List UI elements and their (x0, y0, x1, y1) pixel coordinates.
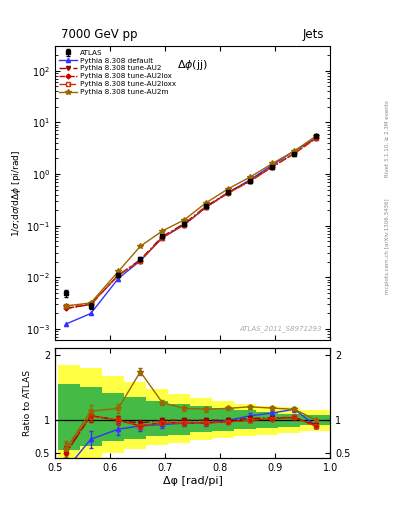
Text: Jets: Jets (303, 28, 325, 40)
X-axis label: Δφ [rad/pi]: Δφ [rad/pi] (163, 476, 222, 486)
Y-axis label: Ratio to ATLAS: Ratio to ATLAS (23, 370, 32, 436)
Text: Rivet 3.1.10, ≥ 2.3M events: Rivet 3.1.10, ≥ 2.3M events (385, 100, 389, 177)
Legend: ATLAS, Pythia 8.308 default, Pythia 8.308 tune-AU2, Pythia 8.308 tune-AU2lox, Py: ATLAS, Pythia 8.308 default, Pythia 8.30… (57, 48, 177, 96)
Y-axis label: $1/\sigma$;d$\sigma$/d$\Delta\phi$ [pi/rad]: $1/\sigma$;d$\sigma$/d$\Delta\phi$ [pi/r… (10, 150, 24, 237)
Text: $\Delta\phi$(jj): $\Delta\phi$(jj) (177, 58, 208, 72)
Text: 7000 GeV pp: 7000 GeV pp (61, 28, 137, 40)
Text: mcplots.cern.ch [arXiv:1306.3436]: mcplots.cern.ch [arXiv:1306.3436] (385, 198, 389, 293)
Text: ATLAS_2011_S8971293: ATLAS_2011_S8971293 (239, 325, 322, 332)
